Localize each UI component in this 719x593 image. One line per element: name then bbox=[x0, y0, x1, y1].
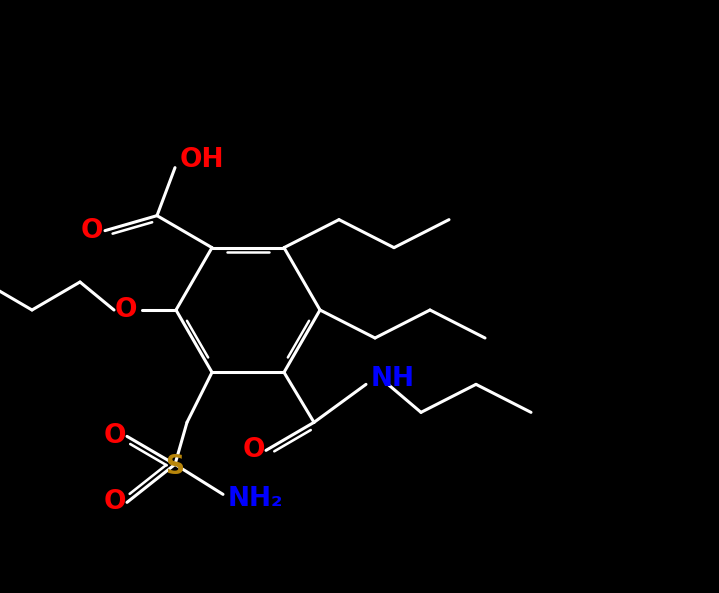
Text: O: O bbox=[243, 438, 265, 463]
Text: O: O bbox=[104, 423, 127, 449]
Text: NH: NH bbox=[371, 366, 415, 393]
Text: O: O bbox=[81, 218, 104, 244]
Text: O: O bbox=[104, 489, 127, 515]
Text: NH₂: NH₂ bbox=[228, 486, 283, 512]
Text: OH: OH bbox=[180, 146, 224, 173]
Text: O: O bbox=[115, 297, 137, 323]
Text: S: S bbox=[165, 454, 185, 480]
